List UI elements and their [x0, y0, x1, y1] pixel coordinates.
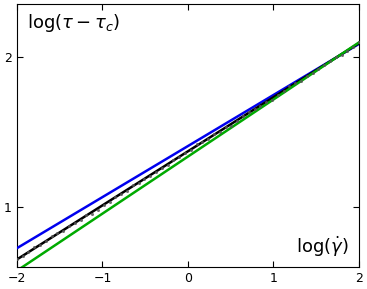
Text: $\log(\dot{\gamma})$: $\log(\dot{\gamma})$ [296, 235, 349, 259]
Text: $\log(\tau - \tau_c)$: $\log(\tau - \tau_c)$ [27, 12, 120, 34]
